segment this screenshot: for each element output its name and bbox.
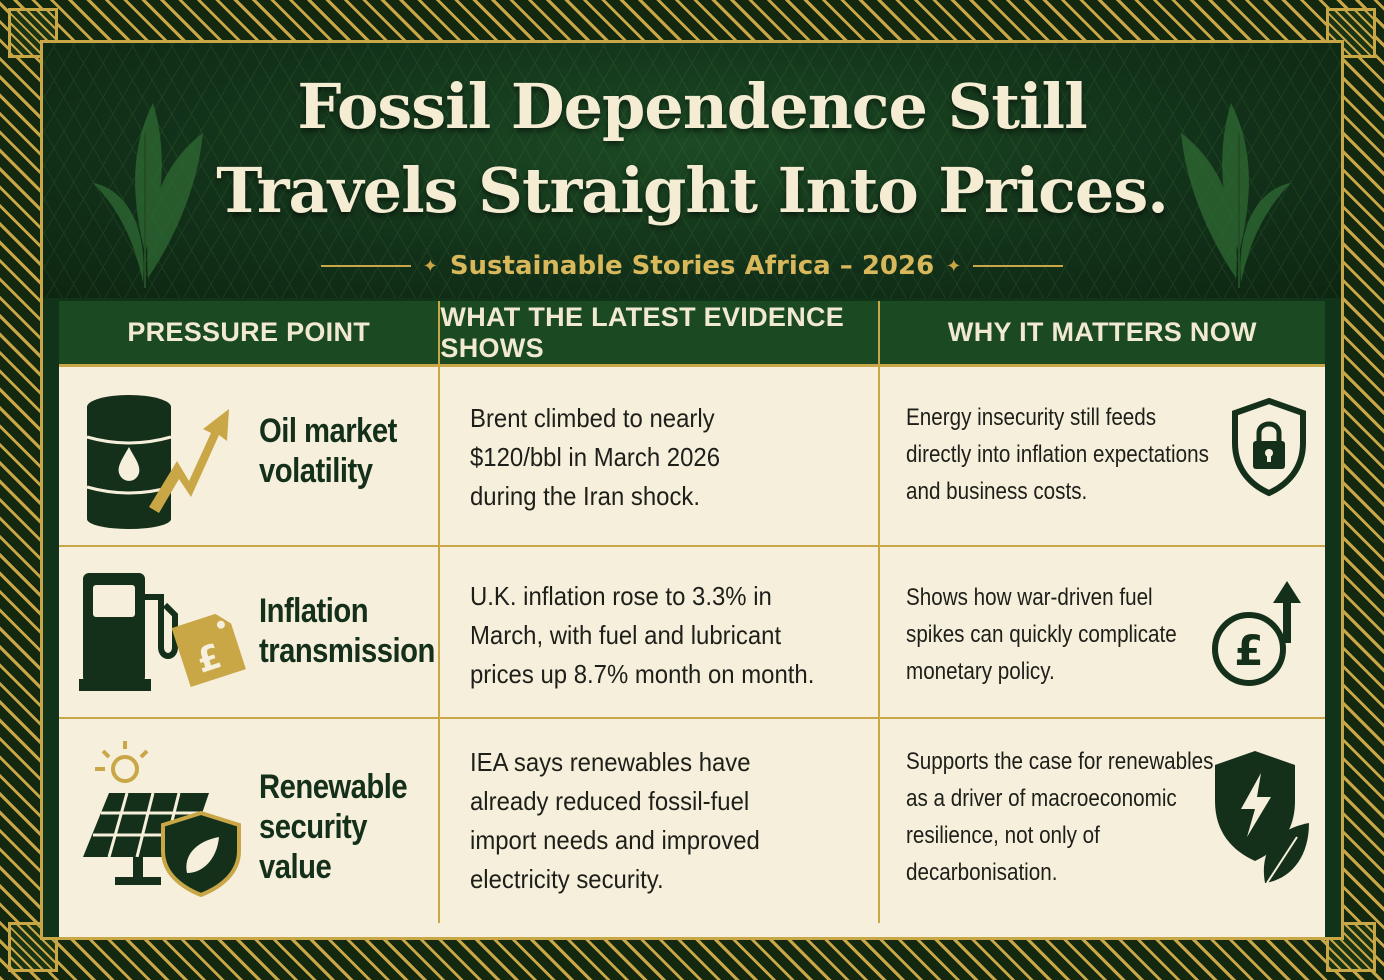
tribal-pattern-background	[43, 43, 1341, 298]
title-line-1: Fossil Dependence Still	[297, 70, 1087, 143]
pound-rising-arrow-icon: £	[1212, 581, 1302, 686]
sparkle-icon: ✦	[422, 255, 438, 277]
why-it-matters-cell: Energy insecurity still feeds directly i…	[880, 367, 1325, 545]
sparkle-icon: ✦	[946, 255, 962, 277]
why-text: Shows how war-driven fuel spikes can qui…	[905, 579, 1177, 690]
why-line: decarbonisation.	[905, 859, 1058, 886]
evidence-cell: IEA says renewables have already reduced…	[440, 719, 880, 923]
subtitle-row: ✦ Sustainable Stories Africa – 2026 ✦	[43, 248, 1341, 284]
why-line: and business costs.	[905, 478, 1088, 505]
header-banner: Fossil Dependence Still Travels Straight…	[43, 43, 1341, 298]
why-text: Energy insecurity still feeds directly i…	[905, 399, 1209, 510]
pressure-label-line: security value	[259, 808, 368, 886]
column-header-evidence: WHAT THE LATEST EVIDENCE SHOWS	[440, 301, 880, 364]
corner-ornament	[8, 922, 58, 972]
comparison-table: PRESSURE POINT WHAT THE LATEST EVIDENCE …	[59, 301, 1325, 937]
why-line: Shows how war-driven fuel	[905, 584, 1153, 611]
page-title: Fossil Dependence Still Travels Straight…	[43, 65, 1341, 233]
why-line: Energy insecurity still feeds	[905, 404, 1156, 431]
evidence-cell: U.K. inflation rose to 3.3% in March, wi…	[440, 547, 880, 717]
why-text: Supports the case for renewables as a dr…	[905, 743, 1213, 891]
pressure-point-label: Oil market volatility	[259, 411, 397, 491]
title-line-2: Travels Straight Into Prices.	[216, 154, 1169, 227]
fuel-pump-price-tag-icon: £	[79, 573, 246, 691]
subtitle: Sustainable Stories Africa – 2026	[449, 251, 935, 281]
leaves-left-icon	[93, 103, 203, 288]
evidence-text: IEA says renewables have already reduced…	[470, 743, 834, 899]
divider-line	[973, 265, 1064, 267]
pressure-label-line: Oil market	[259, 412, 397, 450]
solar-panel-shield-leaf-icon	[83, 741, 241, 897]
why-it-matters-cell: Shows how war-driven fuel spikes can qui…	[880, 547, 1325, 717]
shield-lock-icon	[1232, 397, 1307, 497]
why-line: monetary policy.	[905, 658, 1055, 685]
evidence-text: Brent climbed to nearly $120/bbl in Marc…	[470, 399, 834, 516]
column-header-pressure-point: PRESSURE POINT	[59, 301, 441, 364]
pressure-point-cell: Renewable security value	[59, 719, 441, 923]
evidence-line: $120/bbl in March 2026	[470, 442, 721, 472]
table-row: £ Inflation transmission U.K. inflation …	[59, 547, 1325, 719]
table-row: Oil market volatility Brent climbed to n…	[59, 367, 1325, 547]
evidence-line: U.K. inflation rose to 3.3% in	[470, 581, 773, 611]
why-line: directly into inflation expectations	[905, 441, 1209, 468]
oil-barrel-rising-arrow-icon	[86, 395, 229, 529]
table-row: Renewable security value IEA says renewa…	[59, 719, 1325, 923]
poster-panel: Fossil Dependence Still Travels Straight…	[40, 40, 1344, 940]
pressure-label-line: Inflation	[259, 592, 369, 630]
evidence-line: March, with fuel and lubricant	[470, 620, 782, 650]
evidence-line: import needs and improved	[470, 825, 761, 855]
evidence-cell: Brent climbed to nearly $120/bbl in Marc…	[440, 367, 880, 545]
shield-bolt-leaf-icon	[1215, 751, 1310, 884]
leaves-right-icon	[1181, 103, 1291, 288]
pressure-point-cell: Oil market volatility	[59, 367, 441, 545]
corner-ornament	[8, 8, 58, 58]
why-line: as a driver of macroeconomic	[905, 785, 1177, 812]
pressure-label-line: volatility	[259, 452, 373, 490]
evidence-line: already reduced fossil-fuel	[470, 786, 750, 816]
pressure-point-label: Renewable security value	[259, 767, 413, 887]
evidence-line: Brent climbed to nearly	[470, 403, 716, 433]
why-it-matters-cell: Supports the case for renewables as a dr…	[880, 719, 1325, 923]
evidence-line: prices up 8.7% month on month.	[470, 659, 815, 689]
evidence-line: during the Iran shock.	[470, 481, 701, 511]
why-line: Supports the case for renewables	[905, 748, 1214, 775]
pressure-point-label: Inflation transmission	[259, 591, 435, 671]
svg-text:£: £	[1234, 626, 1263, 675]
column-header-why-it-matters: WHY IT MATTERS NOW	[947, 317, 1257, 347]
divider-line	[320, 265, 411, 267]
evidence-text: U.K. inflation rose to 3.3% in March, wi…	[470, 577, 834, 694]
table-header: PRESSURE POINT WHAT THE LATEST EVIDENCE …	[59, 301, 1325, 367]
pressure-point-cell: £ Inflation transmission	[59, 547, 441, 717]
evidence-line: electricity security.	[470, 864, 665, 894]
table-body: Oil market volatility Brent climbed to n…	[59, 367, 1325, 937]
why-line: spikes can quickly complicate	[905, 621, 1177, 648]
why-line: resilience, not only of	[905, 822, 1100, 849]
pressure-label-line: transmission	[259, 632, 435, 670]
evidence-line: IEA says renewables have	[470, 747, 751, 777]
pressure-label-line: Renewable	[259, 768, 408, 806]
